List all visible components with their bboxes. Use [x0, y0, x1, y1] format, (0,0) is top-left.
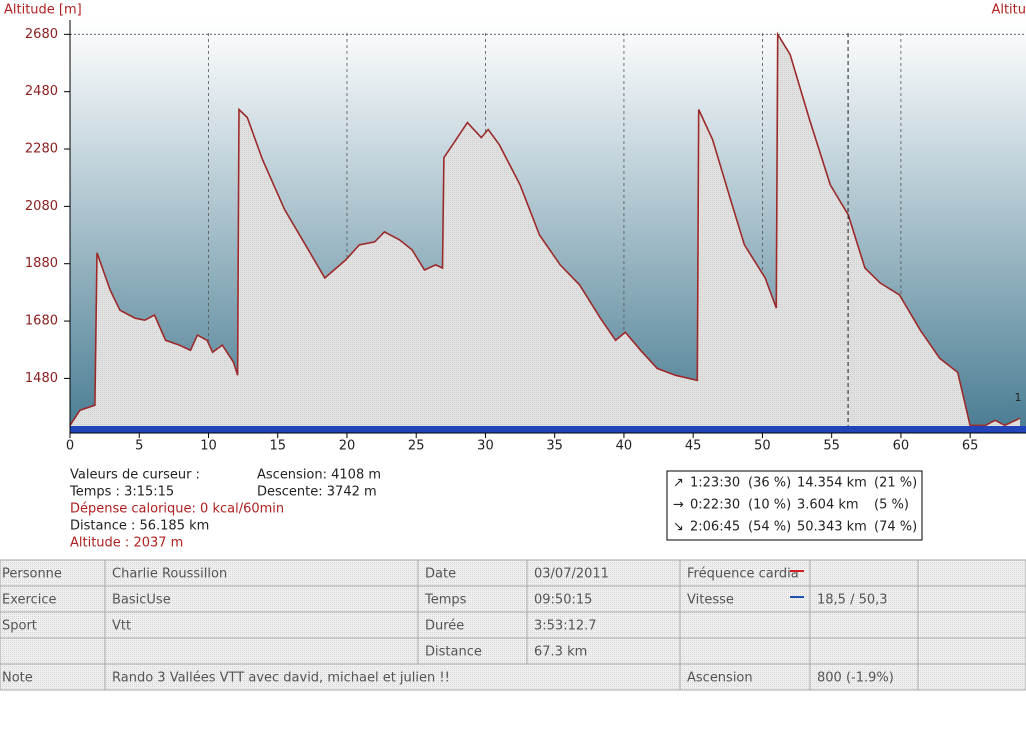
summary-cell: 0:22:30: [690, 498, 740, 513]
area-fill: [70, 34, 1020, 431]
summary-cell: 2:06:45: [690, 520, 740, 535]
cursor-ascent: Ascension: 4108 m: [257, 468, 381, 483]
table: Personne Charlie Roussillon Date 03/07/2011…: [0, 559, 1026, 691]
table-cell: 09:50:15: [534, 593, 592, 608]
y-tick-label: 2080: [25, 199, 58, 214]
y-tick-label: 2680: [25, 27, 58, 42]
summary-cell: (36 %): [748, 476, 791, 491]
table-cell: 3:53:12.7: [534, 619, 597, 634]
summary-cell: 3.604 km: [797, 498, 859, 513]
summary-cell: ↘: [673, 520, 684, 535]
x-tick-label: 65: [962, 439, 979, 454]
marker-label: 1: [1015, 391, 1022, 404]
x-tick-label: 10: [200, 439, 217, 454]
table-cell: Personne: [2, 567, 62, 582]
x-tick-label: 40: [616, 439, 633, 454]
x-tick-label: 25: [408, 439, 425, 454]
x-tick-label: 35: [546, 439, 563, 454]
y-axis-label: Altitude [m]: [4, 3, 82, 18]
x-tick-label: 60: [893, 439, 910, 454]
table-cell: 18,5 / 50,3: [817, 593, 888, 608]
table-cell: Fréquence cardia: [687, 567, 799, 582]
x-tick-label: 50: [754, 439, 771, 454]
x-tick-label: 5: [135, 439, 143, 454]
cursor-distance: Distance : 56.185 km: [70, 519, 209, 534]
table-cell: Note: [2, 671, 33, 686]
cursor-calories: Dépense calorique: 0 kcal/60min: [70, 502, 284, 517]
table-cell: 03/07/2011: [534, 567, 609, 582]
table-cell: Distance: [425, 645, 482, 660]
table-cell: 67.3 km: [534, 645, 587, 660]
summary-cell: (54 %): [748, 520, 791, 535]
summary: ↗ 1:23:30 (36 %) 14.354 km (21 %) → 0:22:30 (10…: [673, 476, 917, 535]
table-cell: Date: [425, 567, 456, 582]
altitude-line: [70, 31, 1021, 427]
y-tick-label: 1880: [25, 256, 58, 271]
y-tick-label: 2480: [25, 84, 58, 99]
track-bar: [70, 426, 1026, 433]
summary-cell: (5 %): [874, 498, 909, 513]
summary-cell: (10 %): [748, 498, 791, 513]
cursor-title: Valeurs de curseur :: [70, 468, 200, 483]
x-tick-label: 55: [823, 439, 840, 454]
info-table: [0, 560, 1026, 690]
summary-cell: (74 %): [874, 520, 917, 535]
table-cell: Vitesse: [687, 593, 734, 608]
y-tick-label: 2280: [25, 142, 58, 157]
summary-cell: (21 %): [874, 476, 917, 491]
summary-cell: 1:23:30: [690, 476, 740, 491]
cursor-time: Temps : 3:15:15: [69, 485, 174, 500]
table-cell: Rando 3 Vallées VTT avec david, michael …: [112, 671, 450, 686]
x-tick-label: 45: [685, 439, 702, 454]
table-cell: Sport: [2, 619, 37, 634]
x-tick-label: 20: [339, 439, 356, 454]
table-cell: BasicUse: [112, 593, 171, 608]
summary-box: [666, 470, 923, 541]
summary-cell: 14.354 km: [797, 476, 867, 491]
plot: [70, 31, 1026, 431]
table-cell: Durée: [425, 619, 464, 634]
x-tick-label: 30: [477, 439, 494, 454]
summary-cell: 50.343 km: [797, 520, 867, 535]
table-cell: Vtt: [112, 619, 131, 634]
table-cell: Ascension: [687, 671, 753, 686]
y-axis-label-right: Altitu: [991, 3, 1026, 18]
y-tick-label: 1680: [25, 314, 58, 329]
cursor-descent: Descente: 3742 m: [257, 485, 377, 500]
cursor-altitude: Altitude : 2037 m: [70, 536, 183, 551]
cursor-values: Valeurs de curseur : Temps : 3:15:15 Dép…: [69, 468, 381, 551]
table-cell: Charlie Roussillon: [112, 567, 227, 582]
x-tick-label: 0: [66, 439, 74, 454]
table-cell: Temps: [424, 593, 467, 608]
y-tick-label: 1480: [25, 371, 58, 386]
table-cell: 800 (-1.9%): [817, 671, 894, 686]
table-cell: Exercice: [2, 593, 56, 608]
summary-cell: ↗: [673, 476, 684, 491]
x-tick-label: 15: [269, 439, 286, 454]
summary-cell: →: [673, 498, 684, 513]
